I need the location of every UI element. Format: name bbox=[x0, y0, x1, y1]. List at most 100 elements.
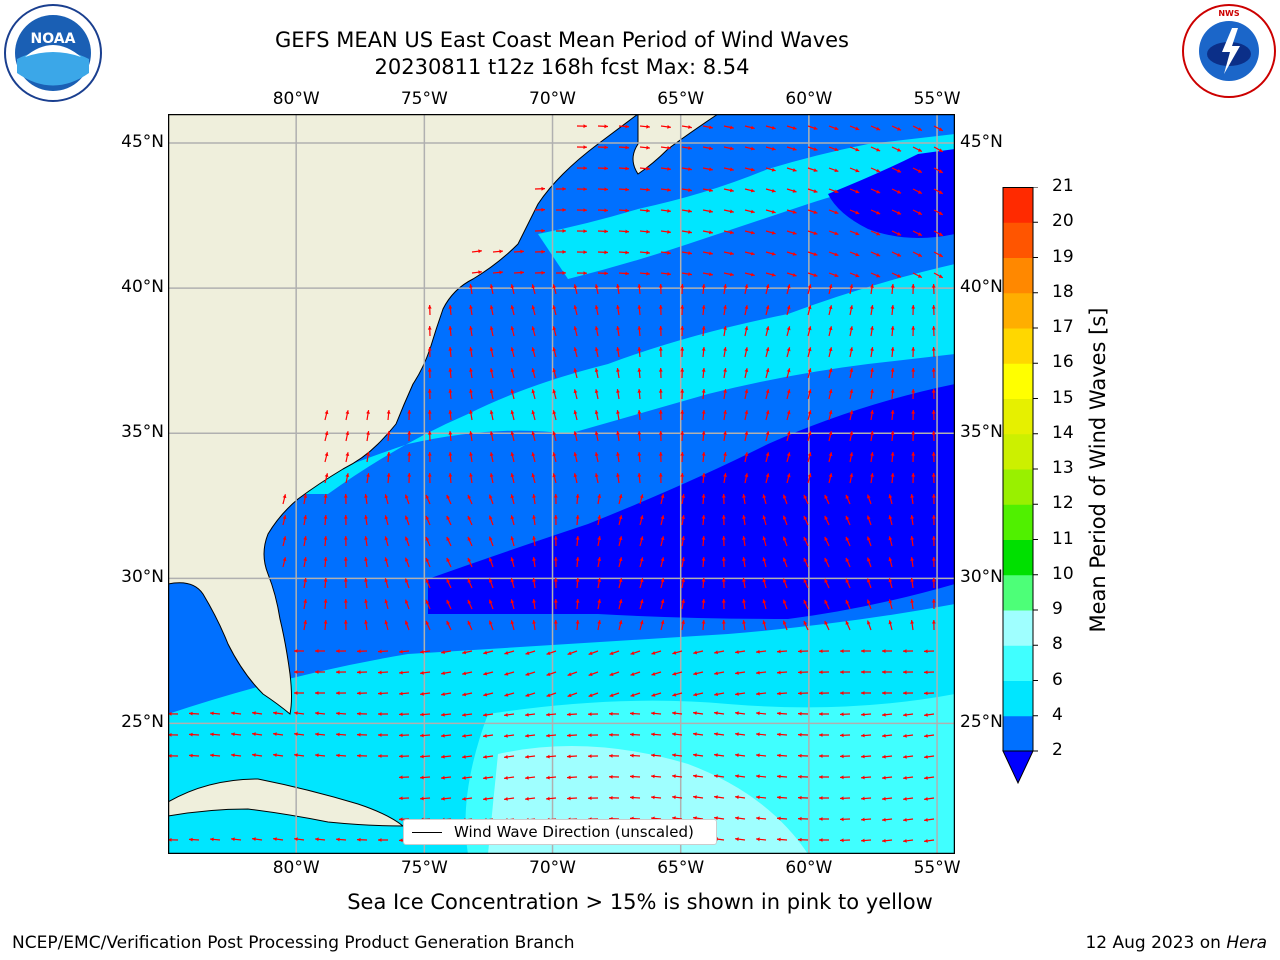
wave-direction-arrowhead bbox=[849, 305, 854, 310]
wave-direction-arrowhead bbox=[828, 284, 833, 289]
wave-direction-arrowhead bbox=[882, 817, 886, 822]
wave-direction-arrowhead bbox=[765, 284, 770, 289]
wave-direction-arrowhead bbox=[771, 188, 776, 193]
wave-direction-arrowhead bbox=[701, 431, 706, 435]
wave-direction-arrowhead bbox=[231, 732, 235, 737]
wave-direction-arrowhead bbox=[658, 368, 663, 372]
wave-direction-arrowhead bbox=[910, 515, 914, 519]
wave-direction-arrowhead bbox=[637, 473, 642, 477]
wave-direction-arrowhead bbox=[378, 838, 382, 842]
wave-direction-arrowhead bbox=[861, 796, 865, 801]
wave-direction-arrowhead bbox=[462, 692, 467, 697]
wave-direction-arrowhead bbox=[646, 208, 650, 213]
wave-direction-arrowhead bbox=[588, 672, 593, 677]
wave-direction-arrowhead bbox=[404, 620, 409, 625]
wave-direction-arrowhead bbox=[525, 733, 529, 738]
wave-direction-arrowhead bbox=[882, 733, 886, 738]
wave-direction-arrowhead bbox=[834, 210, 839, 215]
wave-direction-arrowhead bbox=[771, 272, 776, 277]
wave-direction-arrowhead bbox=[756, 753, 760, 758]
wave-direction-arrowhead bbox=[609, 711, 613, 716]
wave-direction-arrowhead bbox=[407, 410, 412, 414]
wave-direction-arrowhead bbox=[427, 389, 432, 393]
wave-direction-arrowhead bbox=[478, 249, 482, 254]
wave-direction-arrowhead bbox=[897, 169, 902, 173]
wave-direction-arrowhead bbox=[567, 672, 572, 677]
wave-direction-arrowhead bbox=[658, 284, 663, 288]
wave-direction-arrowhead bbox=[189, 711, 193, 716]
wave-direction-arrowhead bbox=[803, 599, 808, 604]
wave-direction-arrowhead bbox=[462, 796, 466, 801]
wave-direction-arrowhead bbox=[303, 515, 308, 519]
wave-direction-arrowhead bbox=[911, 284, 916, 288]
wave-direction-arrowhead bbox=[583, 250, 587, 255]
wave-direction-arrowhead bbox=[882, 838, 886, 843]
wave-direction-arrowhead bbox=[630, 732, 634, 737]
wave-direction-arrowhead bbox=[723, 473, 727, 477]
wave-direction-arrowhead bbox=[616, 452, 620, 456]
wave-direction-arrowhead bbox=[399, 775, 403, 780]
wave-direction-arrowhead bbox=[504, 754, 508, 759]
wave-direction-arrowhead bbox=[427, 347, 432, 351]
wave-direction-arrowhead bbox=[343, 620, 348, 624]
wave-direction-arrowhead bbox=[729, 146, 734, 151]
wave-direction-arrowhead bbox=[782, 599, 787, 604]
wave-direction-arrowhead bbox=[364, 578, 368, 582]
wave-direction-arrowhead bbox=[762, 557, 767, 562]
wave-direction-arrowhead bbox=[541, 186, 545, 191]
wave-direction-arrowhead bbox=[404, 515, 409, 520]
wave-direction-arrowhead bbox=[357, 649, 361, 654]
wave-direction-arrowhead bbox=[616, 410, 620, 414]
wave-direction-arrowhead bbox=[762, 515, 767, 520]
wave-direction-arrowhead bbox=[744, 347, 749, 352]
wave-direction-arrowhead bbox=[709, 272, 713, 277]
wave-direction-arrowhead bbox=[667, 124, 671, 129]
wave-direction-arrowhead bbox=[870, 284, 874, 288]
wave-direction-arrowhead bbox=[938, 127, 943, 131]
wave-direction-arrowhead bbox=[813, 231, 818, 235]
wave-direction-arrowhead bbox=[855, 147, 860, 152]
wave-direction-arrowhead bbox=[364, 536, 368, 540]
wave-direction-arrowhead bbox=[448, 410, 453, 414]
wave-direction-arrowhead bbox=[546, 796, 550, 801]
colorbar-bin bbox=[1003, 715, 1033, 752]
wave-direction-arrowhead bbox=[924, 839, 928, 843]
wave-direction-arrowhead bbox=[618, 599, 623, 604]
wave-direction-arrowhead bbox=[488, 578, 493, 583]
footer-right: 12 Aug 2023 on Hera bbox=[1085, 933, 1267, 953]
lat-label-right: 35°N bbox=[960, 422, 1003, 443]
wave-direction-arrowhead bbox=[744, 452, 749, 457]
wave-period-4-6-north bbox=[538, 134, 955, 279]
wave-direction-arrowhead bbox=[807, 368, 812, 373]
wave-direction-arrowhead bbox=[609, 732, 613, 737]
wave-direction-arrowhead bbox=[849, 368, 854, 373]
wave-direction-arrowhead bbox=[890, 368, 895, 372]
wave-direction-arrowhead bbox=[343, 578, 348, 582]
wave-direction-arrowhead bbox=[343, 557, 348, 561]
wave-direction-arrowhead bbox=[849, 326, 854, 331]
wave-direction-arrowhead bbox=[616, 431, 620, 435]
wave-direction-arrowhead bbox=[210, 732, 214, 737]
wave-direction-arrowhead bbox=[777, 711, 781, 716]
wave-direction-arrowhead bbox=[594, 452, 599, 457]
wave-direction-arrowhead bbox=[861, 691, 865, 695]
wave-direction-arrowhead bbox=[404, 557, 409, 562]
wave-direction-arrowhead bbox=[625, 145, 629, 150]
wave-direction-arrowhead bbox=[483, 692, 488, 697]
wave-direction-arrowhead bbox=[855, 210, 860, 215]
wave-direction-arrowhead bbox=[667, 250, 671, 255]
wave-direction-arrowhead bbox=[813, 126, 818, 130]
wave-direction-arrowhead bbox=[366, 473, 370, 477]
wave-direction-arrowhead bbox=[404, 578, 409, 583]
wave-direction-arrowhead bbox=[168, 753, 172, 758]
wave-direction-arrowhead bbox=[931, 599, 936, 603]
wave-direction-arrowhead bbox=[840, 817, 844, 822]
wave-direction-arrowhead bbox=[890, 473, 895, 477]
wave-direction-arrowhead bbox=[819, 838, 823, 842]
wave-direction-arrowhead bbox=[420, 754, 424, 759]
wave-direction-arrowhead bbox=[813, 168, 818, 172]
wave-direction-arrowhead bbox=[462, 775, 466, 780]
wave-direction-arrowhead bbox=[742, 557, 746, 561]
wave-direction-arrowhead bbox=[870, 431, 874, 435]
wave-direction-arrowhead bbox=[771, 167, 776, 172]
